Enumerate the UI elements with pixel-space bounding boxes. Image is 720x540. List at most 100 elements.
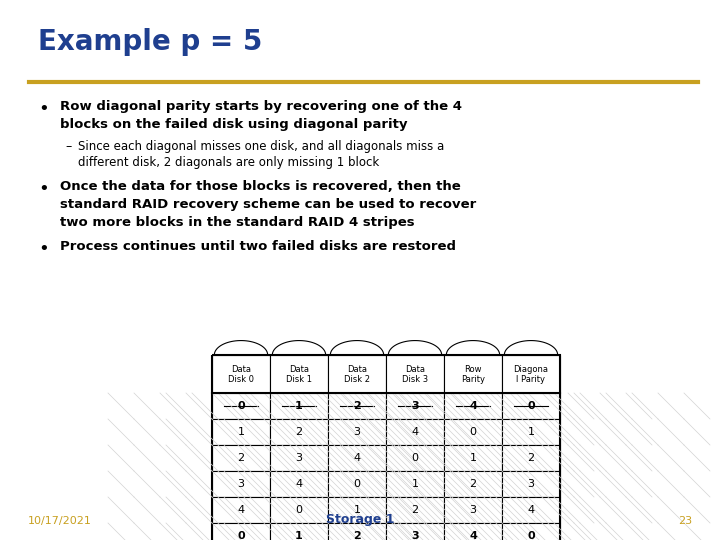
Text: 0: 0 <box>527 531 535 540</box>
Bar <box>328 393 386 419</box>
Text: 4: 4 <box>528 505 534 515</box>
Bar <box>270 355 328 393</box>
Bar <box>212 393 270 419</box>
Text: 3: 3 <box>238 479 245 489</box>
Text: –: – <box>65 140 71 153</box>
Text: 23: 23 <box>678 516 692 526</box>
Text: 2: 2 <box>353 531 361 540</box>
Bar <box>444 419 502 445</box>
Text: 1: 1 <box>354 505 361 515</box>
Text: 2: 2 <box>469 479 477 489</box>
Bar <box>444 355 502 393</box>
Text: 10/17/2021: 10/17/2021 <box>28 516 92 526</box>
Text: 3: 3 <box>411 401 419 411</box>
Text: 2: 2 <box>411 505 418 515</box>
Text: Example p = 5: Example p = 5 <box>38 28 262 56</box>
Bar <box>502 471 560 497</box>
Text: •: • <box>38 180 49 198</box>
Bar <box>270 497 328 523</box>
Text: Once the data for those blocks is recovered, then the: Once the data for those blocks is recove… <box>60 180 461 193</box>
Text: Since each diagonal misses one disk, and all diagonals miss a: Since each diagonal misses one disk, and… <box>78 140 444 153</box>
Bar <box>212 497 270 523</box>
Bar <box>328 445 386 471</box>
Text: 0: 0 <box>237 401 245 411</box>
Text: 1: 1 <box>295 401 303 411</box>
Bar <box>444 497 502 523</box>
Text: 3: 3 <box>411 531 419 540</box>
Text: 4: 4 <box>411 427 418 437</box>
Text: 1: 1 <box>295 531 303 540</box>
Bar <box>328 419 386 445</box>
Text: Row diagonal parity starts by recovering one of the 4: Row diagonal parity starts by recovering… <box>60 100 462 113</box>
Text: 0: 0 <box>295 505 302 515</box>
Text: Data
Disk 0: Data Disk 0 <box>228 366 254 384</box>
Text: 1: 1 <box>469 453 477 463</box>
Bar <box>444 393 502 419</box>
Bar <box>502 393 560 419</box>
Bar <box>386 393 444 419</box>
Bar <box>212 355 270 393</box>
Text: 4: 4 <box>354 453 361 463</box>
Text: standard RAID recovery scheme can be used to recover: standard RAID recovery scheme can be use… <box>60 198 476 211</box>
Text: Row
Parity: Row Parity <box>461 366 485 384</box>
Bar <box>212 523 270 540</box>
Text: 0: 0 <box>527 401 535 411</box>
Bar <box>270 445 328 471</box>
Text: Data
Disk 2: Data Disk 2 <box>344 366 370 384</box>
Text: 3: 3 <box>469 505 477 515</box>
Bar <box>444 445 502 471</box>
Text: different disk, 2 diagonals are only missing 1 block: different disk, 2 diagonals are only mis… <box>78 156 379 169</box>
Text: 2: 2 <box>353 401 361 411</box>
Text: 4: 4 <box>295 479 302 489</box>
Bar <box>502 419 560 445</box>
Bar <box>212 445 270 471</box>
Text: 0: 0 <box>469 427 477 437</box>
Text: 0: 0 <box>237 531 245 540</box>
Text: 4: 4 <box>469 401 477 411</box>
Text: 3: 3 <box>295 453 302 463</box>
Text: Storage 1: Storage 1 <box>325 513 395 526</box>
Text: blocks on the failed disk using diagonal parity: blocks on the failed disk using diagonal… <box>60 118 408 131</box>
Bar <box>270 471 328 497</box>
Text: 2: 2 <box>238 453 245 463</box>
Bar <box>212 355 560 540</box>
Bar <box>502 497 560 523</box>
Text: 1: 1 <box>238 427 245 437</box>
Bar <box>502 355 560 393</box>
Bar <box>386 355 444 393</box>
Text: two more blocks in the standard RAID 4 stripes: two more blocks in the standard RAID 4 s… <box>60 216 415 229</box>
Bar <box>328 471 386 497</box>
Text: 4: 4 <box>238 505 245 515</box>
Bar <box>270 393 328 419</box>
Bar <box>502 523 560 540</box>
Bar <box>270 523 328 540</box>
Text: 2: 2 <box>295 427 302 437</box>
Text: Diagona
l Parity: Diagona l Parity <box>513 366 549 384</box>
Bar <box>444 523 502 540</box>
Text: 4: 4 <box>469 531 477 540</box>
Text: 2: 2 <box>528 453 534 463</box>
Bar <box>444 471 502 497</box>
Text: 3: 3 <box>354 427 361 437</box>
Bar <box>212 419 270 445</box>
Bar <box>386 523 444 540</box>
Text: •: • <box>38 240 49 258</box>
Bar <box>328 523 386 540</box>
Bar <box>386 497 444 523</box>
Text: 1: 1 <box>412 479 418 489</box>
Bar <box>386 471 444 497</box>
Text: •: • <box>38 100 49 118</box>
Text: Process continues until two failed disks are restored: Process continues until two failed disks… <box>60 240 456 253</box>
Text: 1: 1 <box>528 427 534 437</box>
Text: 3: 3 <box>528 479 534 489</box>
Text: 0: 0 <box>412 453 418 463</box>
Text: Data
Disk 3: Data Disk 3 <box>402 366 428 384</box>
Bar <box>386 419 444 445</box>
Bar <box>386 445 444 471</box>
Bar <box>328 497 386 523</box>
Text: 0: 0 <box>354 479 361 489</box>
Text: Data
Disk 1: Data Disk 1 <box>286 366 312 384</box>
Bar <box>212 471 270 497</box>
Bar <box>328 355 386 393</box>
Bar <box>270 419 328 445</box>
